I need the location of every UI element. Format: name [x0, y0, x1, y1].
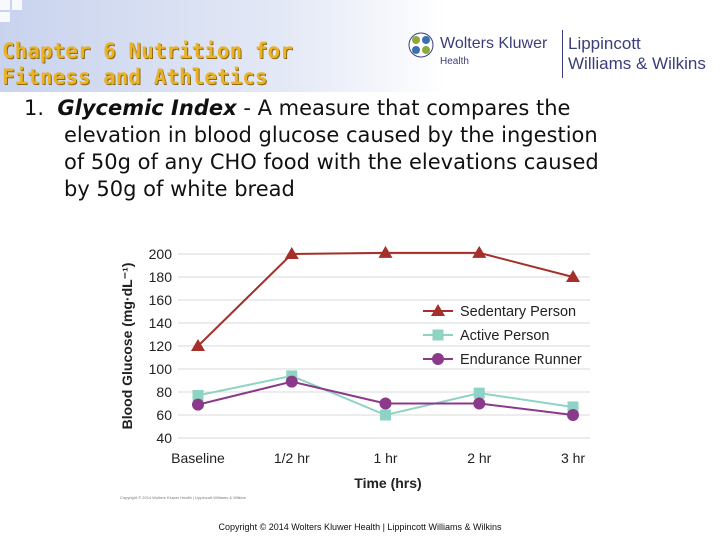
- x-tick-label-4: 3 hr: [561, 450, 585, 466]
- wolters-kluwer-globe-icon: [408, 32, 434, 58]
- publisher-logo: Wolters Kluwer Health Lippincott William…: [408, 30, 720, 80]
- point-active-person-2: [380, 409, 391, 421]
- slide-title: Chapter 6 Nutrition for Fitness and Athl…: [2, 38, 293, 90]
- y-tick-label-200: 200: [149, 246, 173, 262]
- point-endurance-runner-2: [379, 397, 392, 410]
- y-tick-label-120: 120: [149, 338, 173, 354]
- point-endurance-runner-4: [567, 409, 579, 421]
- x-tick-label-3: 2 hr: [467, 450, 491, 466]
- header-band: [0, 0, 720, 92]
- point-sedentary-person-3: [472, 245, 487, 258]
- y-tick-label-100: 100: [149, 361, 173, 377]
- point-sedentary-person-4: [566, 270, 580, 282]
- point-sedentary-person-1: [284, 247, 299, 259]
- logo-williams-wilkins: Williams & Wilkins: [568, 54, 706, 73]
- definition-line-1: 1. Glycemic Index - A measure that compa…: [24, 95, 714, 122]
- chart-copyright: Copyright © 2014 Wolters Kluwer Health |…: [120, 495, 246, 500]
- logo-wolters-kluwer: Wolters Kluwer: [440, 35, 548, 52]
- logo-health: Health: [440, 56, 469, 67]
- list-number: 1.: [24, 96, 45, 120]
- y-tick-label-80: 80: [156, 384, 172, 400]
- point-endurance-runner-3: [473, 397, 486, 410]
- legend-marker-sedentary-person: [431, 304, 445, 316]
- y-axis-label: Blood Glucose (mg·dL⁻¹): [119, 263, 135, 430]
- logo-divider: [562, 30, 563, 78]
- definition-line-2: elevation in blood glucose caused by the…: [64, 123, 598, 147]
- definition-line-4: by 50g of white bread: [64, 177, 295, 201]
- point-endurance-runner-1: [285, 375, 298, 388]
- point-sedentary-person-2: [378, 245, 393, 258]
- legend-label-endurance-runner: Endurance Runner: [460, 352, 582, 368]
- y-tick-label-160: 160: [149, 292, 173, 308]
- footer-copyright: Copyright © 2014 Wolters Kluwer Health |…: [218, 522, 502, 532]
- slide-title-line-2: Fitness and Athletics: [2, 65, 268, 89]
- legend-label-active-person: Active Person: [460, 328, 549, 344]
- y-tick-label-60: 60: [156, 407, 172, 423]
- point-endurance-runner-0: [192, 398, 204, 411]
- x-tick-label-2: 1 hr: [373, 450, 397, 466]
- y-tick-label-180: 180: [149, 269, 173, 285]
- legend-marker-endurance-runner: [432, 353, 444, 365]
- point-sedentary-person-0: [191, 339, 205, 351]
- x-tick-label-1: 1/2 hr: [274, 450, 310, 466]
- definition-text-1: - A measure that compares the: [236, 96, 571, 120]
- logo-lippincott: Lippincott: [568, 34, 641, 53]
- slide-title-line-1: Chapter 6 Nutrition for: [2, 39, 293, 63]
- glycemic-index-definition: 1. Glycemic Index - A measure that compa…: [24, 95, 714, 203]
- legend-label-sedentary-person: Sedentary Person: [460, 304, 576, 320]
- blood-glucose-chart: 40 60 80 100 120 140 160 180 200 Baseline 1/2 hr 1 …: [119, 245, 590, 491]
- point-active-person-3: [473, 387, 485, 399]
- point-active-person-4: [567, 401, 579, 413]
- point-active-person-0: [192, 389, 204, 401]
- x-tick-label-0: Baseline: [171, 450, 225, 466]
- term-glycemic-index: Glycemic Index: [57, 96, 237, 120]
- legend-marker-active-person: [432, 329, 444, 341]
- definition-line-3: of 50g of any CHO food with the elevatio…: [64, 150, 599, 174]
- y-tick-label-140: 140: [149, 315, 173, 331]
- y-tick-label-40: 40: [156, 430, 172, 446]
- x-axis-label: Time (hrs): [354, 475, 421, 491]
